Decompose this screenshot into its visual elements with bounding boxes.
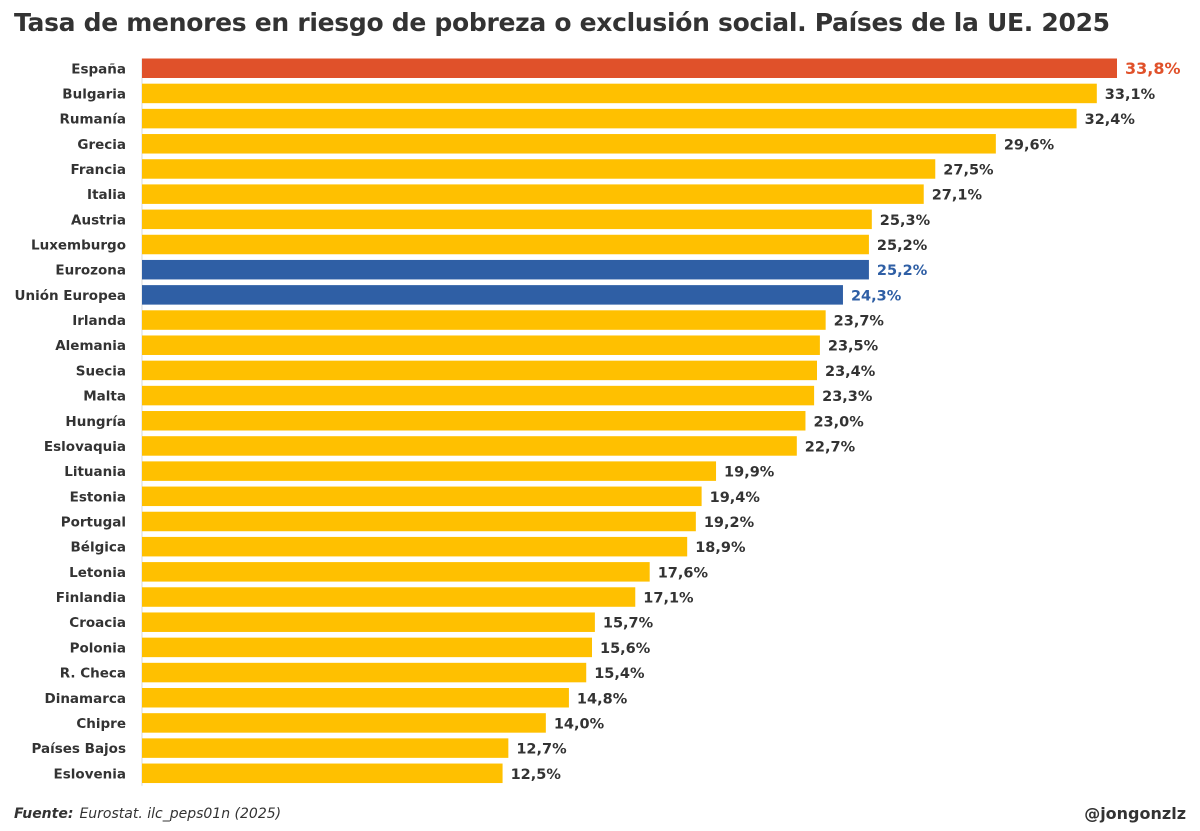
category-label-24: R. Checa bbox=[60, 666, 126, 682]
bar-25 bbox=[142, 688, 569, 708]
category-label-6: Austria bbox=[71, 212, 126, 228]
value-label-24: 15,4% bbox=[594, 666, 645, 682]
bar-1 bbox=[142, 83, 1097, 104]
value-label-16: 19,9% bbox=[724, 465, 775, 481]
author-credit: @jongonzlz bbox=[1084, 804, 1186, 823]
bar-2 bbox=[142, 108, 1077, 129]
value-label-1: 33,1% bbox=[1105, 87, 1156, 103]
bar-13 bbox=[142, 385, 815, 406]
category-label-28: Eslovenia bbox=[54, 766, 126, 782]
source-text: Eurostat. ilc_peps01n (2025) bbox=[79, 806, 282, 822]
value-label-8: 25,2% bbox=[877, 263, 928, 279]
bar-16 bbox=[142, 461, 717, 481]
bar-27 bbox=[142, 738, 509, 758]
category-label-15: Eslovaquia bbox=[44, 439, 126, 455]
bar-24 bbox=[142, 662, 587, 683]
category-label-3: Grecia bbox=[77, 137, 126, 153]
bar-18 bbox=[142, 511, 696, 532]
category-label-21: Finlandia bbox=[56, 590, 126, 606]
value-label-3: 29,6% bbox=[1004, 137, 1055, 153]
category-label-12: Suecia bbox=[76, 363, 126, 379]
bar-22 bbox=[142, 612, 595, 632]
bar-4 bbox=[142, 159, 936, 179]
value-label-12: 23,4% bbox=[825, 364, 876, 380]
bar-23 bbox=[142, 637, 592, 658]
source-note: Fuente: Eurostat. ilc_peps01n (2025) bbox=[14, 806, 281, 822]
bar-20 bbox=[142, 562, 650, 582]
value-label-5: 27,1% bbox=[932, 188, 983, 204]
bar-3 bbox=[142, 134, 996, 154]
category-label-2: Rumanía bbox=[59, 112, 126, 128]
source-label: Fuente: bbox=[14, 806, 74, 822]
bar-10 bbox=[142, 310, 826, 330]
category-label-17: Estonia bbox=[70, 489, 126, 505]
category-label-0: España bbox=[71, 61, 126, 77]
value-label-9: 24,3% bbox=[851, 288, 902, 304]
value-label-23: 15,6% bbox=[600, 641, 651, 657]
value-label-19: 18,9% bbox=[695, 540, 746, 556]
value-label-0: 33,8% bbox=[1125, 59, 1181, 78]
bar-5 bbox=[142, 184, 924, 204]
value-label-26: 14,0% bbox=[554, 716, 605, 732]
value-label-11: 23,5% bbox=[828, 339, 879, 355]
bar-chart: España 33,8% Bulgaria 33,1% Rumanía 32,4% Grec… bbox=[15, 58, 1181, 786]
value-label-10: 23,7% bbox=[834, 314, 885, 330]
category-label-1: Bulgaria bbox=[62, 86, 126, 102]
category-label-23: Polonia bbox=[70, 640, 126, 656]
bar-7 bbox=[142, 234, 869, 255]
bar-12 bbox=[142, 360, 817, 381]
category-label-14: Hungría bbox=[65, 414, 126, 430]
value-label-18: 19,2% bbox=[704, 515, 755, 531]
category-label-20: Letonia bbox=[69, 565, 126, 581]
value-label-13: 23,3% bbox=[822, 389, 873, 405]
bar-21 bbox=[142, 587, 636, 607]
bar-19 bbox=[142, 536, 688, 557]
value-label-4: 27,5% bbox=[943, 162, 994, 178]
category-label-18: Portugal bbox=[61, 514, 126, 530]
bar-11 bbox=[142, 335, 820, 355]
category-label-26: Chipre bbox=[76, 716, 126, 732]
value-label-15: 22,7% bbox=[805, 439, 856, 455]
category-label-5: Italia bbox=[87, 187, 126, 203]
value-label-7: 25,2% bbox=[877, 238, 928, 254]
value-label-22: 15,7% bbox=[603, 616, 654, 632]
value-label-20: 17,6% bbox=[658, 565, 709, 581]
category-label-9: Unión Europea bbox=[15, 288, 126, 304]
category-label-16: Lituania bbox=[64, 464, 126, 480]
value-label-14: 23,0% bbox=[813, 414, 864, 430]
category-label-11: Alemania bbox=[55, 338, 126, 354]
value-label-6: 25,3% bbox=[880, 213, 931, 229]
category-label-7: Luxemburgo bbox=[31, 238, 126, 254]
bar-26 bbox=[142, 713, 546, 733]
bar-15 bbox=[142, 436, 797, 456]
category-label-8: Eurozona bbox=[55, 263, 126, 279]
chart-title: Tasa de menores en riesgo de pobreza o e… bbox=[14, 8, 1110, 37]
bar-9 bbox=[142, 285, 843, 305]
category-label-19: Bélgica bbox=[71, 540, 126, 556]
value-label-27: 12,7% bbox=[516, 742, 567, 758]
bar-8 bbox=[142, 259, 869, 280]
value-label-17: 19,4% bbox=[710, 490, 761, 506]
bar-14 bbox=[142, 411, 806, 431]
category-label-13: Malta bbox=[83, 389, 126, 405]
bar-17 bbox=[142, 486, 702, 507]
category-label-27: Países Bajos bbox=[31, 741, 126, 757]
value-label-25: 14,8% bbox=[577, 691, 628, 707]
category-label-25: Dinamarca bbox=[44, 691, 126, 707]
category-label-22: Croacia bbox=[69, 615, 126, 631]
bar-28 bbox=[142, 763, 503, 784]
bar-0 bbox=[142, 58, 1117, 78]
value-label-28: 12,5% bbox=[511, 767, 562, 783]
value-label-2: 32,4% bbox=[1085, 112, 1136, 128]
value-label-21: 17,1% bbox=[643, 591, 694, 607]
category-label-10: Irlanda bbox=[72, 313, 126, 329]
category-label-4: Francia bbox=[71, 162, 126, 178]
bar-6 bbox=[142, 209, 872, 230]
